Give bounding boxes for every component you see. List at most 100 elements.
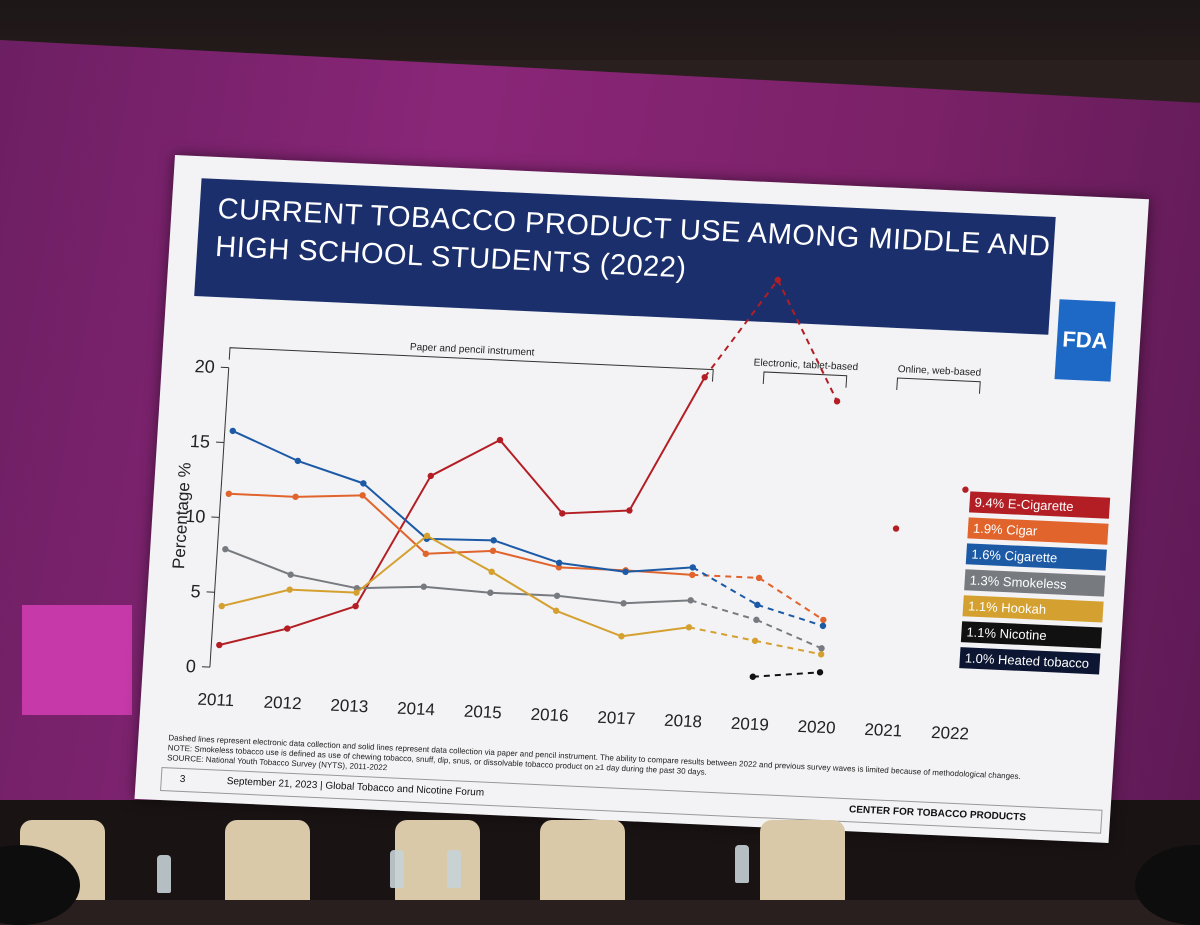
data-point <box>753 617 760 624</box>
legend-item: 1.6% Cigarette <box>966 543 1107 570</box>
data-point <box>286 586 293 593</box>
x-tick-label: 2013 <box>330 696 369 717</box>
series-line <box>621 624 689 639</box>
water-bottle <box>735 845 749 883</box>
x-tick-label: 2017 <box>597 708 636 729</box>
series-line <box>426 548 493 557</box>
series-line <box>290 590 357 593</box>
y-tick-label: 15 <box>189 431 210 452</box>
data-point <box>287 571 294 578</box>
legend-item: 1.0% Heated tobacco <box>959 647 1100 674</box>
data-point <box>218 603 225 610</box>
data-point <box>222 546 229 553</box>
series-line <box>431 437 500 479</box>
data-point <box>292 493 299 500</box>
instrument-bracket <box>763 372 846 388</box>
series-line <box>224 549 292 574</box>
data-point <box>487 589 494 596</box>
series-line <box>489 572 558 611</box>
series-line <box>624 597 691 606</box>
chair <box>760 820 845 900</box>
series-line <box>222 587 290 609</box>
data-point <box>818 645 825 652</box>
series-line <box>490 593 557 596</box>
series-line <box>753 669 820 680</box>
x-tick-label: 2015 <box>463 702 502 723</box>
projected-slide: CURRENT TOBACCO PRODUCT USE AMONG MIDDLE… <box>134 155 1149 843</box>
y-tick-label: 20 <box>194 356 215 377</box>
series-line <box>555 611 623 636</box>
water-bottle <box>390 850 404 888</box>
series-line <box>756 605 824 626</box>
x-tick-label: 2020 <box>797 717 836 738</box>
data-point <box>893 525 900 532</box>
data-point <box>490 537 497 544</box>
data-point <box>554 592 561 599</box>
series-line <box>691 567 760 604</box>
data-point <box>618 633 625 640</box>
bracket-label: Online, web-based <box>897 364 981 379</box>
series-line <box>755 620 823 648</box>
data-point <box>294 458 301 465</box>
x-tick-label: 2022 <box>931 723 970 744</box>
series-line <box>757 578 826 620</box>
x-tick-label: 2019 <box>730 714 769 735</box>
x-tick-label: 2021 <box>864 720 903 741</box>
series-line <box>287 603 355 631</box>
series-line <box>754 641 821 655</box>
footer-date-event: September 21, 2023 | Global Tobacco and … <box>226 776 484 799</box>
data-point <box>284 625 291 632</box>
data-point <box>490 547 497 554</box>
water-bottle <box>447 850 461 888</box>
data-point <box>818 651 825 658</box>
data-point <box>620 600 627 607</box>
slide-surface: CURRENT TOBACCO PRODUCT USE AMONG MIDDLE… <box>134 155 1149 843</box>
data-point <box>687 597 694 604</box>
series-line <box>688 627 755 641</box>
series-line <box>770 280 844 401</box>
data-point <box>834 398 841 405</box>
x-tick-label: 2018 <box>664 711 703 732</box>
y-axis-label: Percentage % <box>169 462 195 569</box>
series-line <box>496 440 567 513</box>
series-line <box>290 575 357 589</box>
series-line <box>562 507 629 516</box>
series-line <box>231 431 299 461</box>
y-tick-label: 5 <box>190 581 201 601</box>
legend-item: 1.1% Hookah <box>962 595 1103 622</box>
data-point <box>216 642 223 649</box>
bracket-label: Electronic, tablet-based <box>753 357 858 373</box>
series-line <box>359 495 429 553</box>
page-number: 3 <box>179 774 185 785</box>
bracket-label: Paper and pencil instrument <box>410 342 535 359</box>
data-point <box>749 673 756 680</box>
series-line <box>297 461 365 483</box>
chair <box>540 820 625 900</box>
data-point <box>420 583 427 590</box>
y-tick-label: 0 <box>185 656 196 676</box>
series-line <box>296 492 363 500</box>
series-line <box>557 596 624 604</box>
data-point <box>820 617 827 624</box>
legend-item: 1.3% Smokeless <box>964 569 1105 596</box>
data-point <box>229 428 236 435</box>
data-point <box>774 277 781 284</box>
chair <box>225 820 310 900</box>
water-bottle <box>157 855 171 893</box>
series-line <box>424 587 491 593</box>
x-tick-label: 2014 <box>397 699 436 720</box>
series-line <box>219 626 287 648</box>
legend-item: 1.1% Nicotine <box>961 621 1102 648</box>
data-point <box>686 624 693 631</box>
legend-item: 1.9% Cigar <box>967 517 1108 544</box>
x-tick-label: 2012 <box>263 693 302 714</box>
data-point <box>962 486 969 493</box>
series-line <box>360 483 430 538</box>
data-point <box>689 572 696 579</box>
chair <box>395 820 480 900</box>
series-line <box>229 494 296 497</box>
series-line <box>629 374 704 513</box>
footer-center-name: CENTER FOR TOBACCO PRODUCTS <box>849 804 1027 823</box>
series-line <box>690 600 758 620</box>
